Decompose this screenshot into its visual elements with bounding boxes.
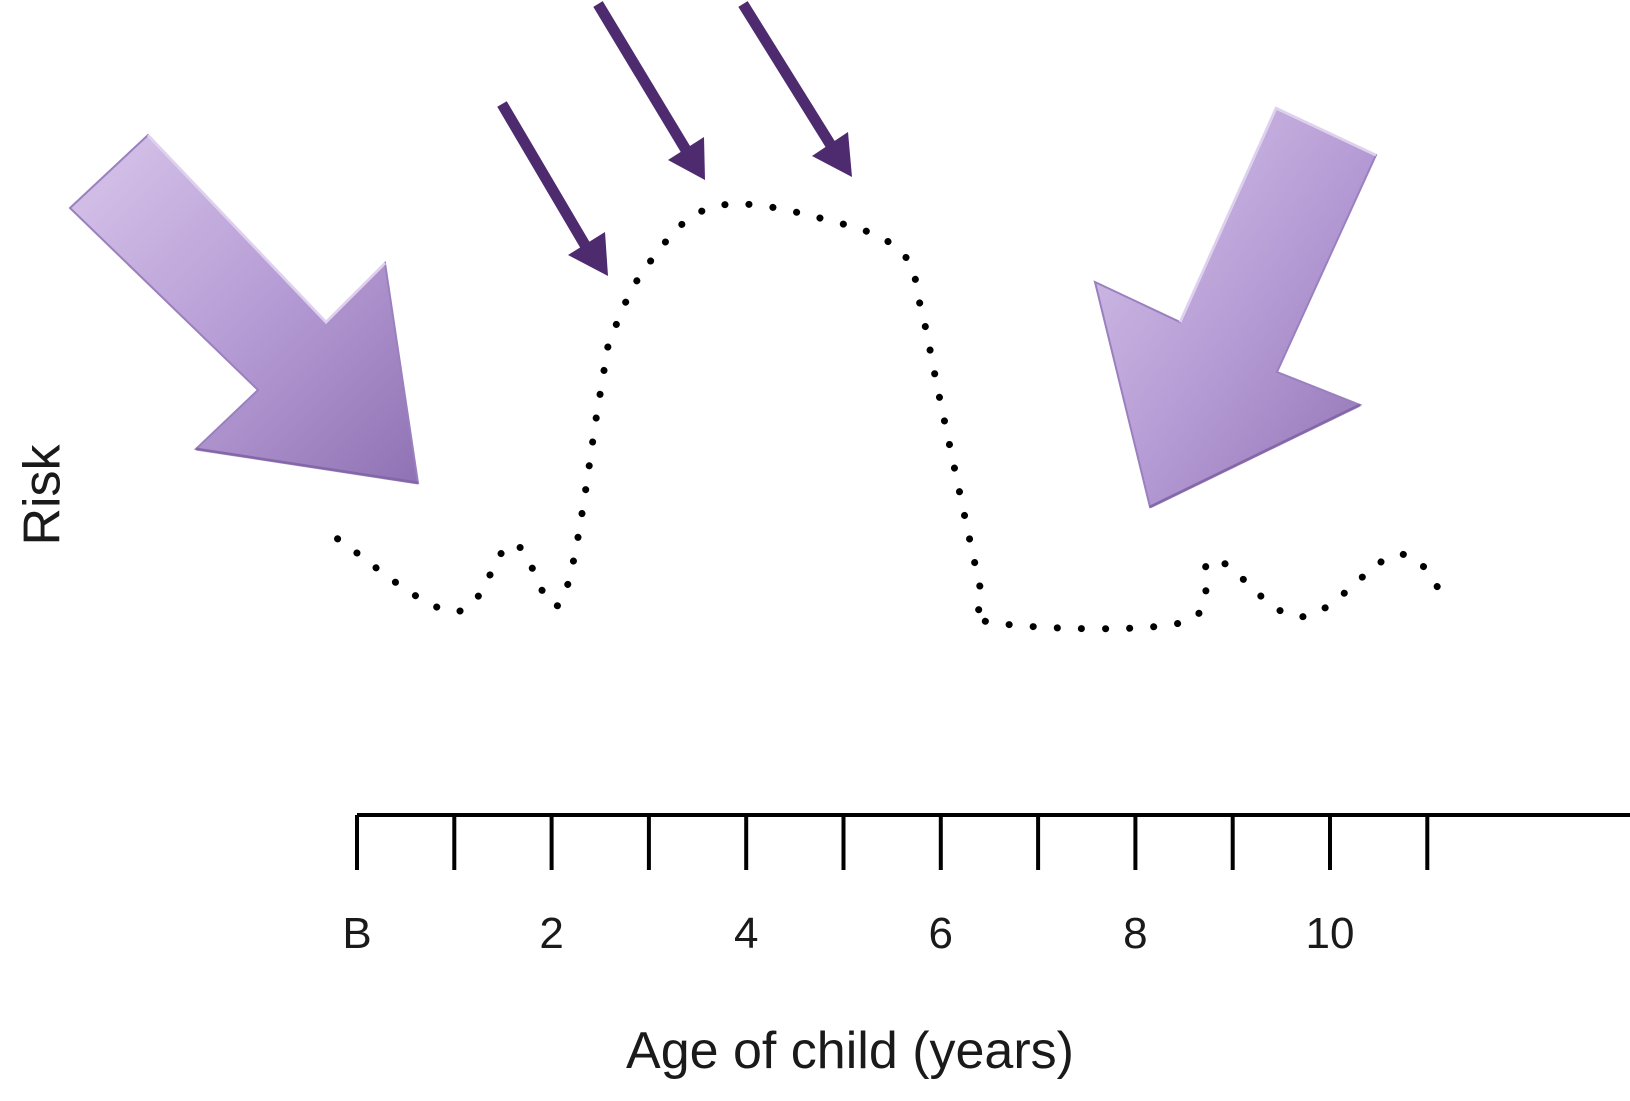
x-ticks bbox=[355, 815, 1430, 870]
large-arrow-left bbox=[68, 133, 420, 485]
x-tick-label: 2 bbox=[539, 909, 563, 958]
thin-arrow-1 bbox=[497, 101, 608, 276]
large-arrow-right bbox=[1093, 105, 1378, 509]
x-tick-label: 6 bbox=[929, 909, 953, 958]
y-axis-title: Risk bbox=[14, 443, 72, 545]
x-tick-labels: B 2 4 6 8 10 bbox=[342, 909, 1354, 958]
x-tick-label: 4 bbox=[734, 909, 758, 958]
x-tick-label: B bbox=[342, 909, 371, 958]
x-tick-label: 8 bbox=[1123, 909, 1147, 958]
x-axis-title: Age of child (years) bbox=[626, 1022, 1074, 1080]
thin-arrow-2 bbox=[593, 1, 705, 180]
x-tick-label: 10 bbox=[1306, 909, 1355, 958]
thin-arrow-3 bbox=[738, 1, 852, 177]
